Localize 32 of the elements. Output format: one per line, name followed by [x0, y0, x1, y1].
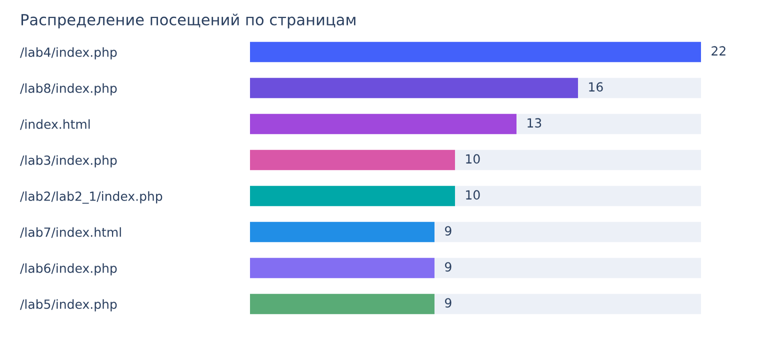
data-label: 9: [445, 226, 452, 236]
bar: [250, 78, 578, 98]
data-label: 22: [712, 46, 726, 56]
data-label: 16: [589, 82, 603, 92]
y-tick-label: /lab8/index.php: [20, 83, 117, 96]
bar: [455, 150, 701, 170]
data-label: 9: [445, 262, 452, 272]
bar: [434, 222, 701, 242]
y-tick-label: /lab4/index.php: [20, 47, 117, 60]
bar: [434, 294, 701, 314]
y-tick-label: /lab5/index.php: [20, 299, 117, 312]
bar: [250, 186, 455, 206]
y-tick-label: /lab3/index.php: [20, 155, 117, 168]
bar: [455, 186, 701, 206]
data-label: 9: [445, 298, 452, 308]
y-tick-label: /lab2/lab2_1/index.php: [20, 191, 162, 204]
bar: [250, 114, 516, 134]
bar: [250, 150, 455, 170]
bar: [250, 42, 701, 62]
y-tick-label: /lab7/index.html: [20, 227, 121, 238]
bar: [250, 294, 434, 314]
bar: [516, 114, 701, 134]
y-tick-label: /lab6/index.php: [20, 263, 117, 276]
chart-title: Распределение посещений по страницам: [22, 14, 356, 28]
data-label: 10: [466, 190, 480, 200]
bar: [578, 78, 701, 98]
bar: [250, 222, 434, 242]
data-label: 10: [466, 154, 480, 164]
data-label: 13: [528, 118, 542, 128]
y-tick-label: /index.html: [20, 119, 90, 130]
bar: [250, 258, 434, 278]
bar: [434, 258, 701, 278]
